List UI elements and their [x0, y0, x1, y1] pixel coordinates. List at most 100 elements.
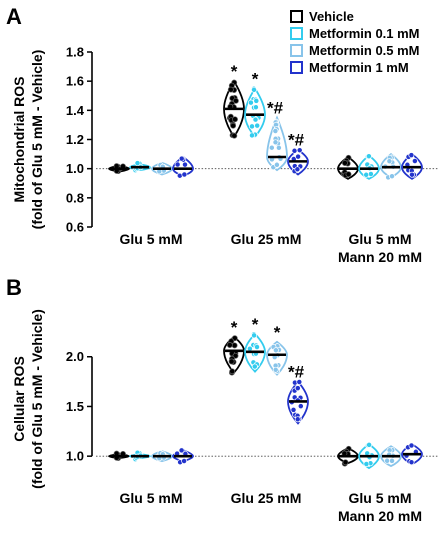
violin-group — [337, 445, 359, 467]
data-point — [296, 379, 303, 385]
significance-mark: * — [252, 69, 259, 88]
data-point — [226, 342, 233, 348]
violin-group — [151, 161, 173, 176]
data-point — [294, 385, 301, 392]
violin-group — [380, 445, 402, 468]
data-point — [254, 122, 261, 129]
violin-group — [108, 163, 130, 175]
data-point — [251, 363, 258, 370]
data-point — [253, 97, 260, 104]
violin-group — [337, 154, 359, 180]
data-point — [363, 461, 370, 467]
data-point — [294, 416, 301, 423]
data-point — [365, 153, 372, 160]
data-point — [290, 406, 297, 413]
x-category-label: Glu 25 mM — [231, 231, 302, 247]
data-point — [181, 458, 188, 464]
y-tick-label: 1.8 — [66, 45, 84, 60]
data-point — [272, 128, 279, 134]
data-point — [296, 147, 303, 154]
data-point — [367, 171, 374, 177]
violin-group — [108, 450, 130, 461]
violin-group — [172, 447, 194, 466]
data-point — [297, 403, 304, 410]
y-tick-label: 1.0 — [66, 161, 84, 176]
significance-mark: *# — [288, 363, 305, 382]
violin-group — [401, 152, 423, 180]
data-point — [272, 347, 279, 354]
data-point — [227, 86, 234, 93]
data-point — [294, 166, 301, 173]
data-point — [273, 161, 280, 168]
data-point — [408, 442, 415, 449]
data-point — [231, 132, 238, 139]
violin-group — [266, 115, 288, 172]
panel-letter-a: A — [6, 4, 22, 29]
data-point — [342, 459, 349, 466]
violin-group — [401, 442, 423, 466]
violin-group — [266, 340, 288, 376]
x-category-label: Glu 5 mM — [119, 231, 182, 247]
data-point — [384, 457, 391, 464]
violin — [244, 86, 266, 138]
y-tick-label: 1.0 — [66, 449, 84, 464]
data-point — [181, 171, 188, 178]
data-point — [251, 332, 258, 339]
y-tick-label: 1.2 — [66, 132, 84, 147]
data-point — [182, 161, 188, 168]
data-point — [408, 152, 415, 159]
y-axis-sublabel: (fold of Glu 5 mM - Vehicle) — [29, 50, 45, 230]
data-point — [178, 155, 185, 162]
y-tick-label: 1.4 — [66, 103, 85, 118]
y-tick-label: 0.8 — [66, 190, 84, 205]
violin-group — [223, 335, 245, 376]
significance-mark: * — [231, 62, 238, 81]
data-point — [254, 344, 260, 350]
x-category-label: Glu 5 mM Mann 20 mM — [338, 490, 422, 524]
significance-mark: * — [274, 323, 281, 342]
y-axis-sublabel: (fold of Glu 5 mM - Vehicle) — [29, 309, 45, 489]
data-point — [272, 366, 279, 373]
data-point — [411, 158, 418, 164]
y-tick-label: 2.0 — [66, 349, 84, 364]
data-point — [231, 342, 238, 349]
data-point — [366, 441, 373, 448]
data-point — [363, 171, 370, 178]
data-point — [275, 144, 282, 151]
legend-label: Metformin 1 mM — [309, 60, 409, 75]
violin-group — [380, 152, 402, 181]
data-point — [386, 158, 393, 165]
legend-swatch — [290, 10, 303, 23]
violin-group — [358, 441, 380, 470]
legend-label: Vehicle — [309, 9, 354, 24]
legend-item: Metformin 0.1 mM — [290, 26, 420, 41]
x-category-line: Glu 5 mM — [348, 490, 411, 506]
violin-group — [287, 379, 309, 425]
legend-item: Metformin 1 mM — [290, 60, 409, 75]
data-point — [249, 123, 255, 130]
legend-label: Metformin 0.1 mM — [309, 26, 420, 41]
y-tick-label: 1.6 — [66, 74, 84, 89]
y-axis-label: Mitochondrial ROS — [11, 77, 27, 203]
data-point — [409, 171, 415, 178]
violin-group — [287, 147, 309, 176]
data-point — [232, 116, 238, 123]
data-point — [232, 97, 239, 104]
significance-mark: * — [231, 318, 238, 337]
data-point — [249, 132, 255, 139]
violin-group — [223, 79, 245, 139]
violin-group — [244, 331, 266, 373]
y-tick-label: 0.6 — [66, 220, 84, 235]
violin-group — [129, 449, 151, 463]
legend-item: Vehicle — [290, 9, 354, 24]
x-category-label: Glu 25 mM — [231, 490, 302, 506]
data-point — [341, 160, 348, 166]
y-tick-label: 1.5 — [66, 399, 84, 414]
significance-mark: *# — [288, 131, 305, 150]
significance-mark: *# — [267, 99, 284, 118]
x-category-line: Glu 5 mM — [348, 231, 411, 247]
violin-group — [172, 155, 194, 179]
legend-item: Metformin 0.5 mM — [290, 43, 420, 58]
y-axis-label: Cellular ROS — [11, 356, 27, 442]
data-point — [272, 139, 279, 146]
